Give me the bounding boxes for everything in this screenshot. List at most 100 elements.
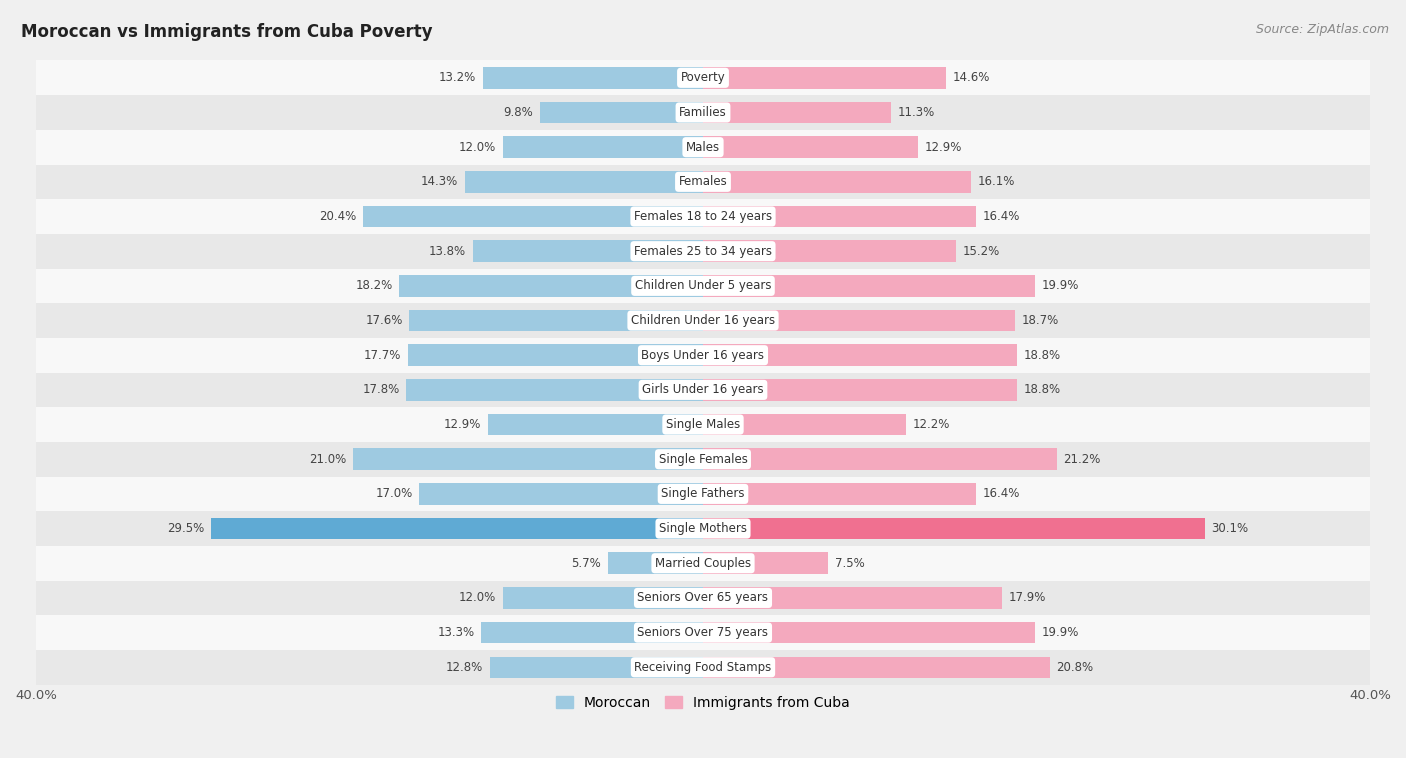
Bar (703, 587, 1001, 609)
Text: Seniors Over 65 years: Seniors Over 65 years (637, 591, 769, 604)
Bar (37, 511, 1369, 546)
Bar (703, 205, 977, 227)
Text: 16.1%: 16.1% (979, 175, 1015, 188)
Legend: Moroccan, Immigrants from Cuba: Moroccan, Immigrants from Cuba (551, 690, 855, 715)
Bar (703, 344, 1017, 366)
Bar (211, 518, 703, 540)
Bar (703, 136, 918, 158)
Text: 17.7%: 17.7% (364, 349, 401, 362)
Text: Males: Males (686, 141, 720, 154)
Text: Children Under 16 years: Children Under 16 years (631, 314, 775, 327)
Bar (37, 650, 1369, 684)
Text: Source: ZipAtlas.com: Source: ZipAtlas.com (1256, 23, 1389, 36)
Bar (464, 171, 703, 193)
Bar (363, 205, 703, 227)
Text: Receiving Food Stamps: Receiving Food Stamps (634, 661, 772, 674)
Bar (37, 164, 1369, 199)
Text: Children Under 5 years: Children Under 5 years (634, 280, 772, 293)
Text: 17.9%: 17.9% (1008, 591, 1046, 604)
Text: 13.8%: 13.8% (429, 245, 467, 258)
Text: 20.8%: 20.8% (1056, 661, 1094, 674)
Bar (703, 622, 1035, 644)
Bar (37, 546, 1369, 581)
Text: Moroccan vs Immigrants from Cuba Poverty: Moroccan vs Immigrants from Cuba Poverty (21, 23, 433, 41)
Text: 21.2%: 21.2% (1063, 453, 1101, 465)
Text: 12.9%: 12.9% (925, 141, 962, 154)
Text: 19.9%: 19.9% (1042, 626, 1078, 639)
Bar (703, 310, 1015, 331)
Text: 12.0%: 12.0% (458, 141, 496, 154)
Bar (607, 553, 703, 574)
Bar (481, 622, 703, 644)
Text: 18.8%: 18.8% (1024, 349, 1060, 362)
Text: 5.7%: 5.7% (571, 556, 602, 570)
Bar (488, 414, 703, 435)
Text: 14.3%: 14.3% (420, 175, 458, 188)
Text: 11.3%: 11.3% (898, 106, 935, 119)
Bar (37, 372, 1369, 407)
Text: 19.9%: 19.9% (1042, 280, 1078, 293)
Bar (409, 310, 703, 331)
Bar (703, 240, 956, 262)
Text: 30.1%: 30.1% (1212, 522, 1249, 535)
Text: Boys Under 16 years: Boys Under 16 years (641, 349, 765, 362)
Text: 12.0%: 12.0% (458, 591, 496, 604)
Bar (37, 234, 1369, 268)
Text: 17.6%: 17.6% (366, 314, 404, 327)
Bar (37, 477, 1369, 511)
Text: 7.5%: 7.5% (835, 556, 865, 570)
Text: 17.0%: 17.0% (375, 487, 413, 500)
Text: 15.2%: 15.2% (963, 245, 1001, 258)
Text: 12.2%: 12.2% (912, 418, 950, 431)
Bar (703, 414, 907, 435)
Text: 13.2%: 13.2% (439, 71, 477, 84)
Bar (37, 61, 1369, 96)
Bar (703, 379, 1017, 401)
Bar (503, 587, 703, 609)
Bar (703, 518, 1205, 540)
Bar (37, 130, 1369, 164)
Text: Females: Females (679, 175, 727, 188)
Bar (37, 615, 1369, 650)
Bar (399, 275, 703, 296)
Text: 21.0%: 21.0% (309, 453, 346, 465)
Bar (703, 553, 828, 574)
Bar (408, 344, 703, 366)
Text: Single Females: Single Females (658, 453, 748, 465)
Text: Families: Families (679, 106, 727, 119)
Text: 18.7%: 18.7% (1022, 314, 1059, 327)
Text: Single Males: Single Males (666, 418, 740, 431)
Bar (703, 67, 946, 89)
Text: Single Mothers: Single Mothers (659, 522, 747, 535)
Bar (37, 303, 1369, 338)
Text: Females 25 to 34 years: Females 25 to 34 years (634, 245, 772, 258)
Text: 20.4%: 20.4% (319, 210, 356, 223)
Text: Females 18 to 24 years: Females 18 to 24 years (634, 210, 772, 223)
Bar (37, 338, 1369, 372)
Bar (540, 102, 703, 124)
Bar (472, 240, 703, 262)
Text: Girls Under 16 years: Girls Under 16 years (643, 384, 763, 396)
Bar (37, 96, 1369, 130)
Bar (703, 483, 977, 505)
Bar (37, 199, 1369, 234)
Text: 12.8%: 12.8% (446, 661, 482, 674)
Bar (703, 656, 1050, 678)
Bar (419, 483, 703, 505)
Bar (703, 102, 891, 124)
Text: 12.9%: 12.9% (444, 418, 481, 431)
Bar (489, 656, 703, 678)
Text: 29.5%: 29.5% (167, 522, 204, 535)
Text: 17.8%: 17.8% (363, 384, 399, 396)
Text: Poverty: Poverty (681, 71, 725, 84)
Bar (503, 136, 703, 158)
Bar (406, 379, 703, 401)
Bar (37, 581, 1369, 615)
Bar (37, 407, 1369, 442)
Bar (37, 268, 1369, 303)
Text: Single Fathers: Single Fathers (661, 487, 745, 500)
Text: Married Couples: Married Couples (655, 556, 751, 570)
Bar (703, 449, 1056, 470)
Bar (703, 171, 972, 193)
Text: 18.8%: 18.8% (1024, 384, 1060, 396)
